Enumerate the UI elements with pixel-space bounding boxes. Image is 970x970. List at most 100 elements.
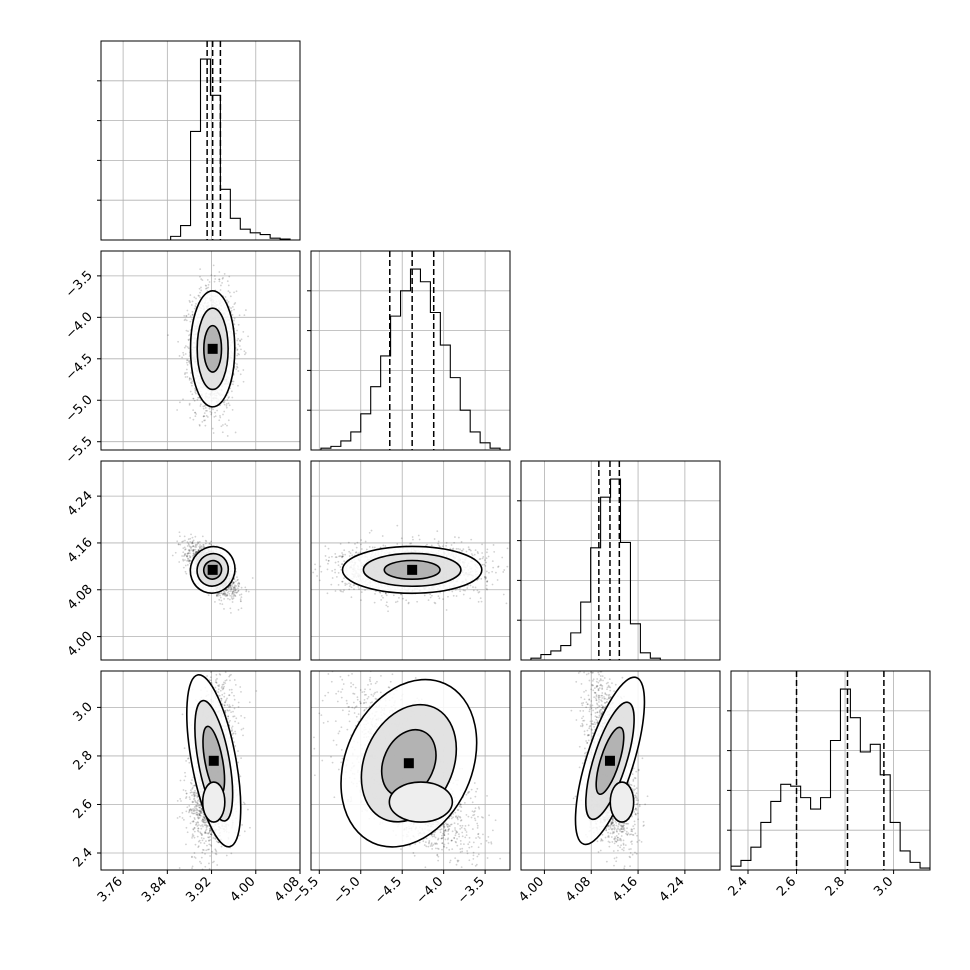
histogram-bar xyxy=(450,378,460,450)
histogram-bar xyxy=(571,633,581,660)
scatter-point xyxy=(194,551,197,553)
scatter-point xyxy=(186,552,189,555)
scatter-point xyxy=(183,553,186,556)
scatter-point xyxy=(230,588,233,591)
scatter-point xyxy=(236,366,239,369)
panel-2-0 xyxy=(100,460,301,661)
scatter-point xyxy=(192,552,195,555)
scatter-point xyxy=(229,586,232,588)
scatter-point xyxy=(188,378,191,381)
scatter-point xyxy=(184,345,187,347)
histogram-step xyxy=(521,478,720,660)
scatter-point xyxy=(223,590,226,593)
scatter-point xyxy=(191,536,194,539)
scatter-point xyxy=(228,598,231,601)
scatter-point xyxy=(198,294,200,297)
scatter-point xyxy=(231,583,234,586)
scatter-point xyxy=(233,587,236,590)
scatter-point xyxy=(199,275,201,278)
scatter-point xyxy=(483,575,486,578)
scatter-point xyxy=(224,592,226,595)
scatter-point xyxy=(225,404,228,407)
scatter-point xyxy=(218,598,221,601)
scatter-point xyxy=(197,541,199,543)
scatter-point xyxy=(240,338,243,341)
scatter-point xyxy=(192,550,194,552)
scatter-point xyxy=(191,300,194,303)
scatter-point xyxy=(188,549,191,552)
scatter-point xyxy=(188,402,191,405)
scatter-point xyxy=(231,601,234,603)
scatter-point xyxy=(480,600,483,603)
scatter-point xyxy=(193,399,196,402)
panel-1-1 xyxy=(307,250,511,451)
histogram-bar xyxy=(781,784,791,870)
scatter-point xyxy=(191,540,194,543)
scatter-point xyxy=(233,591,236,594)
scatter-point xyxy=(223,401,226,403)
scatter-point xyxy=(235,290,238,293)
scatter-point xyxy=(229,584,232,587)
scatter-point xyxy=(188,554,191,557)
scatter-point xyxy=(187,552,190,555)
scatter-point xyxy=(237,384,239,387)
scatter-point xyxy=(240,596,243,599)
scatter-point xyxy=(186,564,189,566)
scatter-point xyxy=(183,555,185,557)
scatter-point xyxy=(204,424,207,427)
scatter-point xyxy=(199,545,202,548)
scatter-point xyxy=(481,552,484,554)
scatter-point xyxy=(194,551,197,554)
scatter-point xyxy=(236,583,239,585)
scatter-point xyxy=(189,537,192,540)
scatter-point xyxy=(197,549,200,551)
scatter-point xyxy=(232,383,234,386)
scatter-point xyxy=(188,377,191,380)
scatter-point xyxy=(225,588,228,591)
scatter-point xyxy=(242,380,245,383)
scatter-point xyxy=(212,432,215,434)
scatter-point xyxy=(202,545,205,548)
scatter-point xyxy=(190,549,193,551)
scatter-point xyxy=(243,314,246,317)
scatter-point xyxy=(228,275,231,278)
scatter-point xyxy=(206,416,209,418)
scatter-point xyxy=(192,397,195,400)
histogram-bar xyxy=(260,235,270,240)
scatter-point xyxy=(238,585,240,588)
scatter-point xyxy=(200,545,203,547)
scatter-point xyxy=(237,343,240,346)
scatter-point xyxy=(188,334,190,337)
scatter-point xyxy=(184,371,187,374)
scatter-point xyxy=(229,607,232,610)
histogram-bar xyxy=(601,497,611,660)
scatter-point xyxy=(194,546,196,548)
scatter-point xyxy=(194,391,197,394)
scatter-point xyxy=(189,541,192,543)
scatter-point xyxy=(189,556,191,559)
scatter-point xyxy=(186,553,189,555)
scatter-point xyxy=(396,600,399,603)
scatter-point xyxy=(231,408,234,411)
scatter-point xyxy=(243,353,246,356)
scatter-point xyxy=(227,397,230,399)
scatter-point xyxy=(374,592,376,595)
scatter-point xyxy=(237,589,240,592)
scatter-point xyxy=(239,600,242,602)
histogram-step xyxy=(101,58,300,240)
scatter-point xyxy=(234,595,237,598)
scatter-point xyxy=(183,535,186,538)
scatter-point xyxy=(238,353,240,356)
scatter-point xyxy=(184,564,187,567)
scatter-point xyxy=(188,359,191,362)
scatter-point xyxy=(182,398,184,401)
scatter-point xyxy=(188,559,191,562)
density-peak xyxy=(207,343,218,354)
scatter-point xyxy=(178,355,181,357)
scatter-point xyxy=(185,315,188,317)
scatter-point xyxy=(238,582,241,585)
scatter-point xyxy=(184,539,186,542)
scatter-point xyxy=(186,371,188,374)
scatter-point xyxy=(196,398,199,401)
